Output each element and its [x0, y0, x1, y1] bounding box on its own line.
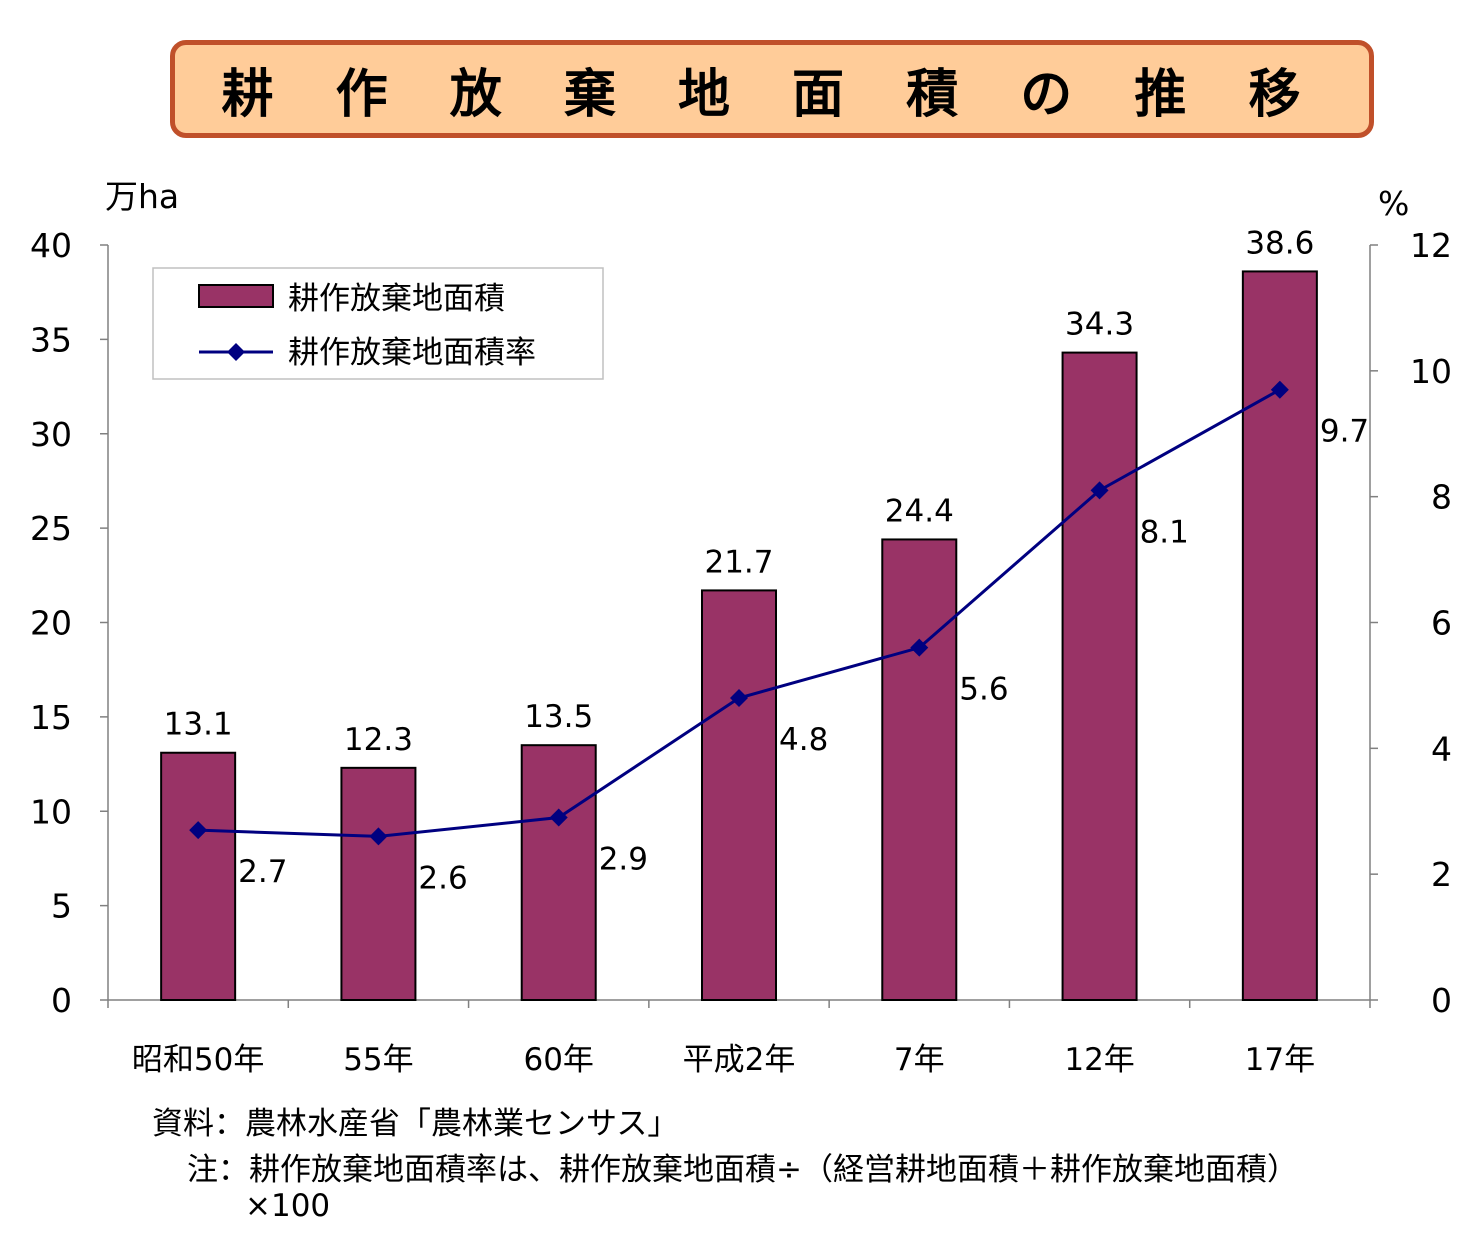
bar [160, 751, 237, 1001]
right-tick-label: 0 [1431, 981, 1452, 1020]
bar-value-label: 34.3 [1065, 307, 1134, 343]
right-tick-label: 2 [1431, 855, 1452, 894]
rate-point [730, 689, 748, 707]
left-tick-label: 0 [51, 981, 72, 1020]
right-tick-label: 6 [1431, 604, 1452, 643]
footnote-line1: 注：耕作放棄地面積率は、耕作放棄地面積÷（経営耕地面積＋耕作放棄地面積） [187, 1152, 1298, 1188]
rate-point [369, 827, 388, 846]
left-tick-label: 40 [30, 226, 72, 265]
bar-value-label: 13.5 [524, 699, 593, 735]
rate-point [910, 638, 929, 657]
right-tick-label: 12 [1410, 226, 1452, 265]
rate-point [549, 808, 568, 827]
x-category-label: 17年 [1245, 1042, 1315, 1078]
right-axis-unit: % [1378, 184, 1409, 223]
left-tick-label: 10 [30, 792, 72, 831]
bar [881, 538, 958, 1001]
x-category-label: 7年 [894, 1042, 945, 1078]
rate-point [1270, 380, 1289, 399]
bar [520, 744, 597, 1001]
legend-bar-swatch [198, 284, 274, 308]
legend-line-label: 耕作放棄地面積率 [288, 335, 536, 371]
bar [340, 766, 417, 1002]
rate-value-label: 5.6 [959, 672, 1008, 708]
bar [701, 589, 777, 1001]
bar-value-label: 13.1 [164, 707, 233, 743]
left-tick-label: 20 [30, 604, 72, 643]
right-tick-label: 4 [1431, 729, 1452, 768]
footnote-line2: ×100 [245, 1188, 331, 1224]
chart-area: 0 5 10 15 20 25 30 35 40 0 2 4 6 8 10 12 万ha % 13.1 12.3 13.… [30, 177, 1452, 1078]
x-category-label: 60年 [523, 1042, 593, 1078]
left-axis-unit: 万ha [105, 177, 179, 216]
bar-value-label: 12.3 [344, 722, 413, 758]
left-tick-label: 5 [51, 887, 72, 926]
left-tick-label: 35 [30, 320, 72, 359]
x-category-label: 55年 [343, 1042, 413, 1078]
left-tick-label: 25 [30, 509, 72, 548]
bar-value-label: 24.4 [885, 493, 954, 529]
rate-value-label: 2.6 [418, 860, 467, 896]
bar [1061, 351, 1138, 1001]
bar-value-label: 38.6 [1245, 225, 1314, 261]
x-category-label: 平成2年 [683, 1042, 796, 1078]
x-category-label: 12年 [1064, 1042, 1134, 1078]
rate-value-label: 4.8 [779, 722, 828, 758]
source-note: 資料：農林水産省「農林業センサス」 [152, 1106, 679, 1142]
legend-bar-label: 耕作放棄地面積 [288, 281, 505, 317]
x-category-label: 昭和50年 [132, 1042, 264, 1078]
rate-point [189, 821, 208, 840]
rate-value-label: 8.1 [1140, 514, 1189, 550]
bar-value-label: 21.7 [704, 544, 773, 580]
rate-value-label: 2.7 [238, 854, 287, 890]
right-tick-label: 10 [1410, 352, 1452, 391]
rate-value-label: 2.9 [599, 842, 648, 878]
legend-line-marker [227, 343, 245, 361]
rate-value-label: 9.7 [1320, 414, 1369, 450]
chart-title: 耕 作 放 棄 地 面 積 の 推 移 [221, 64, 1323, 125]
right-tick-label: 8 [1431, 478, 1452, 517]
rate-point [1090, 481, 1109, 500]
chart-title-box: 耕 作 放 棄 地 面 積 の 推 移 [170, 40, 1374, 138]
left-tick-label: 15 [30, 698, 72, 737]
left-tick-label: 30 [30, 415, 72, 454]
